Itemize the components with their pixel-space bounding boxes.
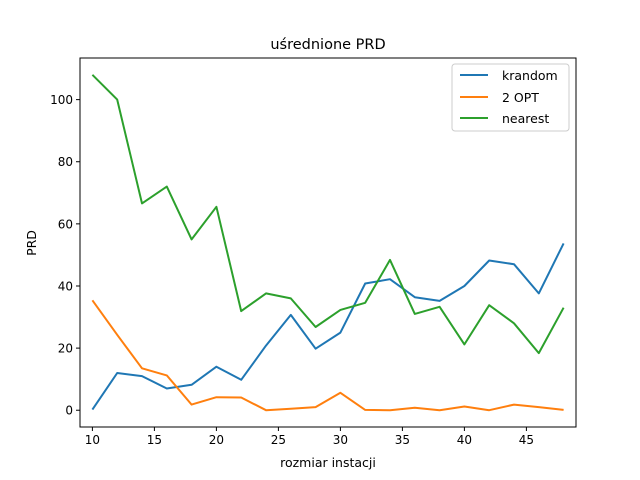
y-tick-label: 100 — [50, 93, 73, 107]
legend-label-nearest: nearest — [502, 111, 549, 126]
x-tick-label: 15 — [147, 433, 162, 447]
y-axis: 0 20 40 60 80 100 — [50, 93, 80, 418]
series-line-krandom — [91, 242, 565, 411]
series-line-2-opt — [91, 299, 564, 412]
legend-box — [451, 63, 570, 132]
x-tick-label: 10 — [85, 433, 100, 447]
y-axis-label: PRD — [24, 230, 39, 256]
y-tick-label: 80 — [58, 155, 73, 169]
chart-title: uśrednione PRD — [270, 37, 385, 53]
x-tick-label: 20 — [209, 433, 224, 447]
y-tick-label: 60 — [58, 217, 73, 231]
legend-label-krandom: krandom — [502, 68, 558, 83]
x-tick-label: 35 — [395, 433, 410, 447]
series-line-nearest — [91, 74, 565, 355]
series-lines — [91, 74, 565, 412]
x-axis: 10 15 20 25 30 35 40 45 — [85, 427, 534, 447]
legend-label-2-opt: 2 OPT — [502, 90, 539, 105]
x-tick-label: 45 — [519, 433, 534, 447]
x-tick-label: 30 — [333, 433, 348, 447]
y-tick-label: 40 — [58, 279, 73, 293]
x-axis-label: rozmiar instacji — [280, 455, 376, 470]
axes-frame — [79, 57, 577, 428]
x-tick-label: 25 — [271, 433, 286, 447]
y-tick-label: 20 — [58, 342, 73, 356]
x-tick-label: 40 — [457, 433, 472, 447]
legend: krandom 2 OPT nearest — [451, 63, 570, 132]
y-tick-label: 0 — [65, 404, 73, 418]
